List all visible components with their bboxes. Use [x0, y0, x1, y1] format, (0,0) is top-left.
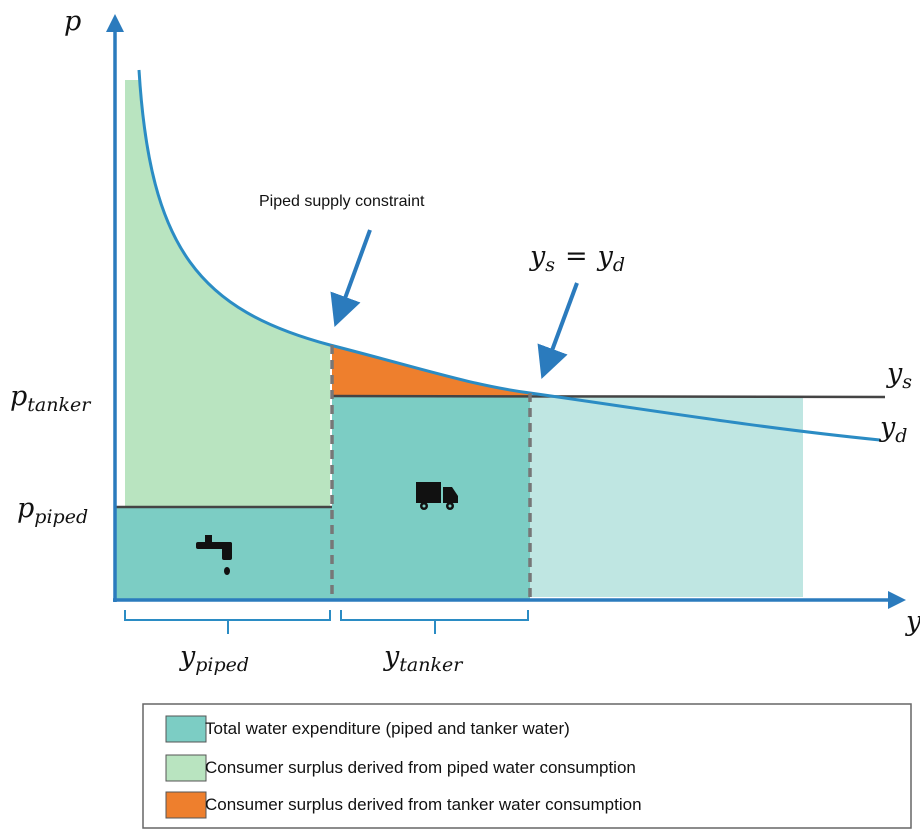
- sub: piped: [34, 506, 88, 528]
- equilibrium-label: ys = yd: [529, 241, 625, 276]
- legend-swatch: [165, 754, 207, 782]
- tap-icon: [196, 535, 232, 575]
- base: y: [597, 241, 614, 272]
- base: y: [879, 412, 896, 443]
- legend-label: Total water expenditure (piped and tanke…: [205, 719, 570, 738]
- tanker-price-label: ptanker: [10, 381, 92, 416]
- legend-label: Consumer surplus derived from piped wate…: [205, 758, 636, 777]
- legend-box: [142, 703, 912, 829]
- base: y: [179, 641, 196, 672]
- base: y: [383, 641, 400, 672]
- operator: =: [565, 241, 588, 272]
- constraint-arrow: [330, 229, 372, 328]
- base: p: [17, 493, 34, 524]
- y-axis-head: [106, 14, 124, 32]
- supply-line: [331, 394, 886, 399]
- sub: piped: [195, 654, 249, 676]
- piped-surplus-area: [125, 80, 330, 507]
- legend-label: Consumer surplus derived from tanker wat…: [205, 795, 642, 814]
- sub: s: [545, 254, 555, 276]
- piped-price-label: ppiped: [17, 493, 88, 528]
- sub: d: [613, 254, 625, 276]
- equilibrium-arrow: [537, 282, 579, 380]
- legend-swatch: [165, 791, 207, 819]
- extra-demand-area: [530, 397, 803, 597]
- demand-label: yd: [879, 412, 907, 447]
- piped-brace: [124, 610, 331, 634]
- y-axis-label: p: [64, 6, 81, 37]
- tanker-brace: [340, 610, 529, 634]
- base: p: [10, 381, 27, 412]
- sub: d: [895, 425, 907, 447]
- base: y: [529, 241, 546, 272]
- legend-swatch: [165, 715, 207, 743]
- x-axis-label: y: [905, 606, 920, 637]
- sub: s: [902, 371, 912, 393]
- piped-quantity-label: ypiped: [179, 641, 249, 676]
- demand-curve: [137, 69, 881, 442]
- base: y: [886, 358, 903, 389]
- truck-icon: [416, 482, 458, 510]
- sub: tanker: [399, 654, 464, 676]
- tanker-quantity-label: ytanker: [383, 641, 464, 676]
- supply-label: ys: [886, 358, 912, 393]
- constraint-label: Piped supply constraint: [259, 193, 425, 210]
- tanker-surplus-area: [332, 345, 530, 396]
- x-axis-head: [888, 591, 906, 609]
- sub: tanker: [27, 394, 92, 416]
